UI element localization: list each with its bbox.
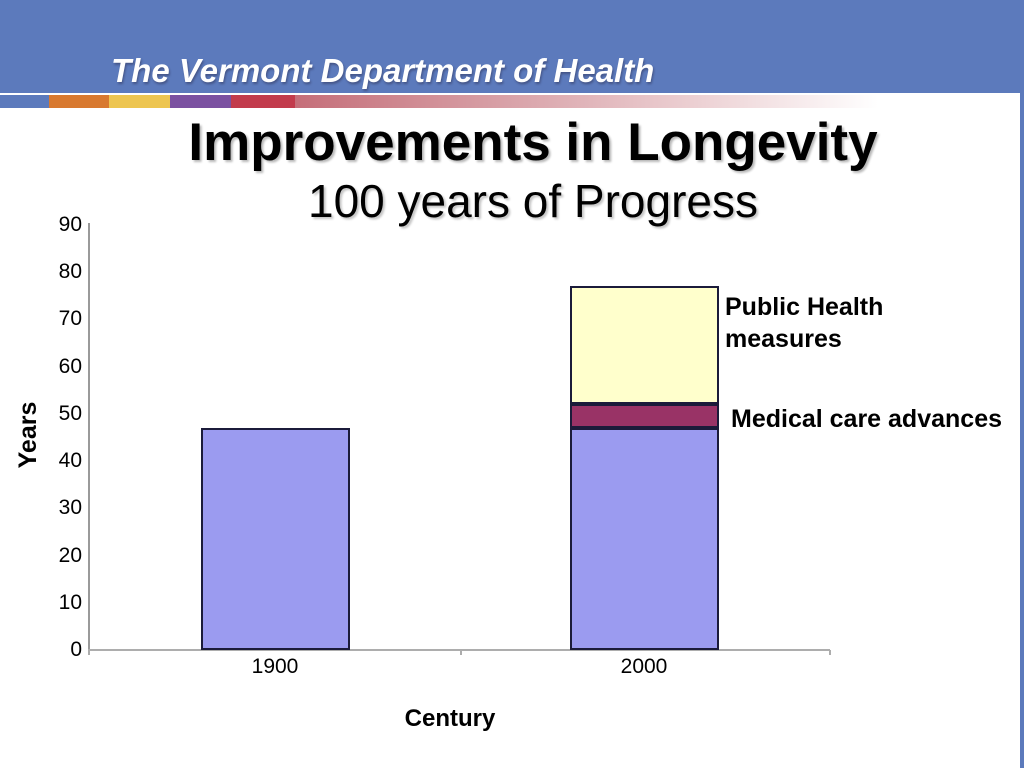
stripe-segment: [0, 95, 49, 108]
banner-title: The Vermont Department of Health: [111, 52, 655, 89]
title-block: Improvements in Longevity 100 years of P…: [46, 112, 1020, 228]
slide-right-border-accent: [1020, 0, 1024, 768]
decorative-stripe: [0, 95, 1024, 108]
stripe-segment: [49, 95, 109, 108]
y-tick-label: 10: [58, 590, 82, 614]
axis-tick: [88, 650, 90, 655]
slide-subtitle: 100 years of Progress: [307, 175, 758, 227]
axis-tick: [459, 650, 462, 655]
bar-segment: [569, 428, 719, 650]
stripe-segment: [231, 95, 295, 108]
bar-segment: [200, 428, 350, 650]
annotation-public-health-measures: Public Health measures: [725, 293, 884, 353]
bar-segment: [569, 286, 719, 405]
y-tick-label: 80: [58, 260, 82, 284]
category-label: 2000: [620, 655, 668, 678]
annotation-medical-care-advances: Medical care advances: [731, 405, 1002, 433]
y-tick-label: 0: [70, 638, 82, 661]
axis-tick: [829, 650, 831, 655]
x-axis-title: Century: [404, 705, 496, 732]
stripe-gradient: [295, 95, 1024, 108]
y-tick-label: 30: [58, 496, 82, 520]
slide-title: Improvements in Longevity: [188, 113, 878, 172]
bar-segment: [569, 404, 719, 429]
x-axis-line: [88, 649, 830, 651]
header-banner: The Vermont Department of Health: [0, 0, 1024, 93]
y-axis-line: [88, 223, 90, 651]
category-label: 1900: [251, 655, 299, 678]
y-tick-label: 50: [58, 401, 82, 425]
stripe-segment: [170, 95, 231, 108]
y-tick-label: 70: [58, 307, 82, 331]
y-tick-label: 20: [58, 543, 82, 567]
y-tick-label: 90: [58, 213, 82, 236]
y-tick-label: 60: [58, 354, 82, 378]
y-tick-label: 40: [58, 449, 82, 473]
stripe-segment: [109, 95, 170, 108]
